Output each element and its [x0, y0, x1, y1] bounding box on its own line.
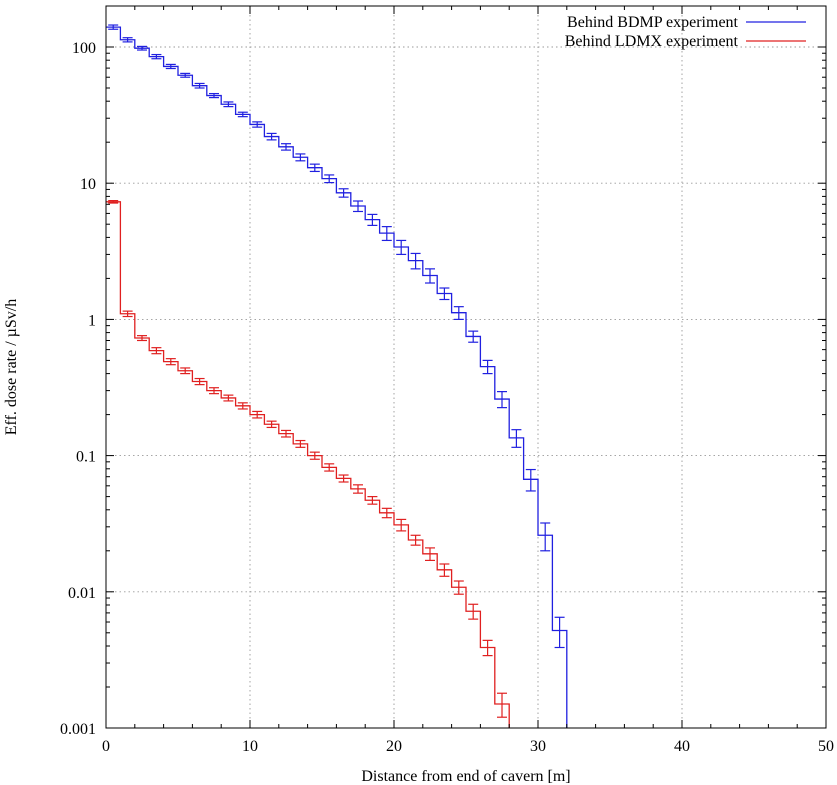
error-bar [425, 547, 435, 562]
error-bar [194, 82, 205, 89]
error-bar [223, 394, 234, 402]
error-bar [252, 410, 263, 419]
error-bar [482, 359, 493, 375]
error-bar [237, 111, 248, 118]
error-bar [497, 692, 507, 718]
error-bar [425, 268, 435, 284]
error-bar [396, 518, 407, 532]
x-tick-label: 0 [102, 738, 110, 755]
error-bar [266, 132, 277, 141]
error-bar [309, 163, 320, 173]
series-2 [106, 200, 510, 728]
error-bar [151, 347, 162, 355]
error-bar [353, 484, 363, 494]
error-bar [108, 24, 119, 30]
error-bar [453, 306, 464, 321]
error-bar [482, 639, 493, 657]
legend-label: Behind BDMP experiment [567, 14, 739, 31]
series-step-line [106, 26, 568, 728]
grid-lines [106, 6, 826, 728]
error-bar [151, 53, 162, 60]
error-bar [381, 226, 392, 242]
error-bar [410, 252, 421, 270]
error-bar [338, 188, 349, 198]
error-bar [439, 563, 450, 577]
error-bar [338, 474, 349, 483]
error-bar [324, 174, 335, 184]
x-tick-label: 40 [674, 738, 690, 755]
error-bar [165, 63, 176, 70]
axis-ticks: 0 10 20 30 40 50 0.001 0.01 0.1 1 10 100 [60, 5, 834, 755]
error-bar [137, 335, 147, 342]
y-tick-label: 0.001 [60, 721, 96, 738]
error-bar [353, 200, 363, 213]
y-tick-label: 1 [88, 312, 96, 329]
error-bar [281, 143, 291, 151]
error-bar [209, 92, 219, 99]
legend-label: Behind LDMX experiment [565, 33, 739, 50]
error-bar [194, 377, 205, 386]
x-tick-label: 30 [530, 738, 546, 755]
legend: Behind BDMP experiment Behind LDMX experi… [565, 14, 806, 50]
error-bar [209, 387, 219, 395]
error-bar [439, 287, 450, 301]
error-bar [468, 330, 479, 343]
plot-frame [105, 5, 827, 729]
series-1 [106, 24, 568, 728]
error-bar [324, 463, 335, 472]
error-bar [396, 239, 407, 256]
error-bar [367, 213, 378, 226]
error-bar [237, 402, 248, 410]
error-bar [453, 580, 464, 595]
error-bar [367, 496, 378, 505]
error-bar [525, 468, 536, 492]
x-axis-title: Distance from end of cavern [m] [361, 768, 570, 785]
error-bar [180, 367, 191, 375]
y-tick-label: 10 [80, 176, 96, 193]
error-bar [381, 507, 392, 519]
error-bar [309, 451, 320, 460]
error-bar [497, 391, 507, 409]
error-bar [295, 439, 306, 448]
x-tick-label: 50 [818, 738, 834, 755]
error-bar [468, 603, 479, 620]
error-bar [252, 121, 263, 128]
error-bar [122, 37, 133, 43]
error-bar [511, 429, 522, 448]
y-axis-title: Eff. dose rate / µSv/h [3, 299, 20, 435]
error-bar [223, 101, 234, 108]
x-tick-label: 20 [386, 738, 402, 755]
x-tick-label: 10 [242, 738, 258, 755]
error-bar [137, 45, 147, 51]
error-bar [554, 616, 565, 649]
y-tick-label: 0.01 [68, 585, 96, 602]
y-tick-label: 0.1 [76, 449, 96, 466]
error-bar [281, 429, 291, 438]
y-tick-label: 100 [72, 40, 96, 57]
error-bar [165, 358, 176, 366]
error-bar [540, 522, 551, 552]
error-bar [266, 420, 277, 429]
error-bar [410, 534, 421, 546]
error-bar [180, 72, 191, 78]
error-bar [122, 310, 133, 318]
series-layer [106, 24, 568, 728]
error-bar [108, 200, 119, 204]
error-bar [295, 153, 306, 162]
series-step-line [106, 201, 510, 728]
